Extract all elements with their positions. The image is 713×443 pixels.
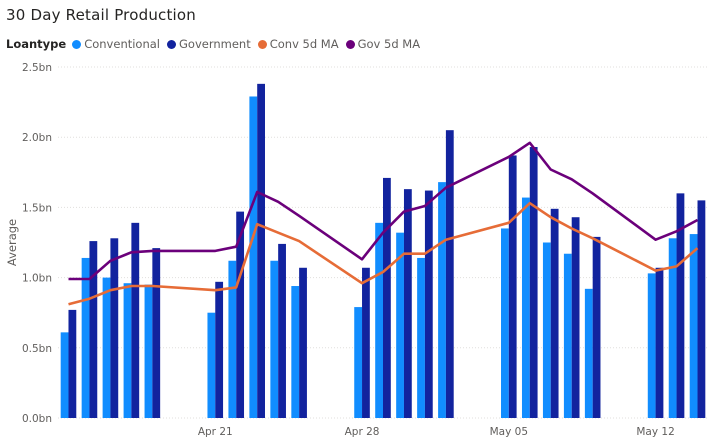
legend-title: Loantype: [6, 37, 67, 51]
bar-conventional: [417, 257, 425, 418]
bar-conventional: [270, 260, 279, 418]
bar-government: [215, 281, 224, 418]
legend-dot-government: [167, 39, 176, 49]
bar-conventional: [354, 307, 363, 418]
legend: Loantype Conventional Government Conv 5d…: [6, 37, 427, 51]
bar-conventional: [228, 260, 237, 418]
bar-government: [676, 193, 685, 418]
bar-conventional: [647, 273, 656, 418]
line-gov-5d-ma: [68, 141, 699, 281]
bar-government: [508, 155, 517, 418]
bar-government: [131, 222, 140, 418]
bar-government: [68, 309, 77, 418]
y-tick-label: 1.0bn: [22, 273, 52, 285]
bar-government: [697, 200, 706, 418]
bar-government: [445, 130, 454, 418]
y-tick-label: 2.0bn: [22, 132, 52, 144]
legend-item-conv-5d-ma[interactable]: Conv 5d MA: [257, 37, 339, 51]
x-tick-label: May 12: [636, 426, 674, 438]
x-tick-label: Apr 28: [345, 426, 380, 438]
bar-conventional: [375, 222, 383, 418]
bar-government: [278, 243, 286, 418]
y-tick-label: 2.5bn: [22, 62, 52, 74]
bar-conventional: [207, 312, 216, 418]
bar-conventional: [501, 228, 509, 418]
bar-government: [403, 189, 412, 418]
bar-conventional: [102, 277, 111, 418]
bar-government: [383, 177, 391, 418]
bar-conventional: [689, 234, 698, 418]
bar-government: [424, 190, 433, 418]
legend-dot-conv-5d-ma: [257, 39, 267, 49]
bar-government: [550, 208, 559, 418]
bar-government: [655, 267, 664, 418]
bar-conventional: [521, 197, 530, 418]
bar-conventional: [584, 288, 593, 418]
legend-label-gov-5d-ma: Gov 5d MA: [357, 37, 421, 51]
bar-government: [110, 238, 119, 418]
chart-title: 30 Day Retail Production: [6, 6, 197, 24]
legend-item-gov-5d-ma[interactable]: Gov 5d MA: [345, 37, 421, 51]
bar-conventional: [668, 238, 677, 418]
bar-government: [571, 217, 580, 418]
bar-conventional: [438, 182, 446, 418]
bar-government: [592, 236, 601, 418]
line-conv-5d-ma: [68, 201, 699, 306]
y-tick-label: 0.5bn: [22, 343, 52, 355]
bar-conventional: [123, 283, 132, 418]
bar-government: [529, 147, 538, 418]
legend-label-conv-5d-ma: Conv 5d MA: [269, 37, 339, 51]
legend-item-conventional[interactable]: Conventional: [72, 37, 160, 51]
bar-conventional: [81, 257, 90, 418]
legend-label-government: Government: [179, 37, 251, 51]
bar-government: [89, 241, 98, 418]
legend-dot-gov-5d-ma: [345, 39, 355, 49]
y-axis-label: Average: [5, 219, 19, 266]
bar-government: [236, 211, 245, 418]
bar-conventional: [542, 242, 551, 418]
bar-government: [152, 248, 161, 418]
bar-conventional: [396, 232, 404, 418]
x-tick-label: May 05: [490, 426, 528, 438]
x-tick-label: Apr 21: [198, 426, 233, 438]
legend-label-conventional: Conventional: [84, 37, 160, 51]
bar-government: [299, 267, 307, 418]
bar-conventional: [249, 96, 258, 418]
legend-dot-conventional: [72, 39, 82, 49]
bar-conventional: [291, 286, 300, 418]
bar-conventional: [563, 253, 572, 418]
bar-government: [257, 83, 265, 419]
y-tick-label: 1.5bn: [22, 202, 52, 214]
legend-item-government[interactable]: Government: [167, 37, 251, 51]
bar-conventional: [144, 284, 153, 418]
bar-conventional: [60, 332, 69, 418]
y-tick-label: 0.0bn: [22, 413, 52, 425]
bar-government: [362, 267, 370, 418]
